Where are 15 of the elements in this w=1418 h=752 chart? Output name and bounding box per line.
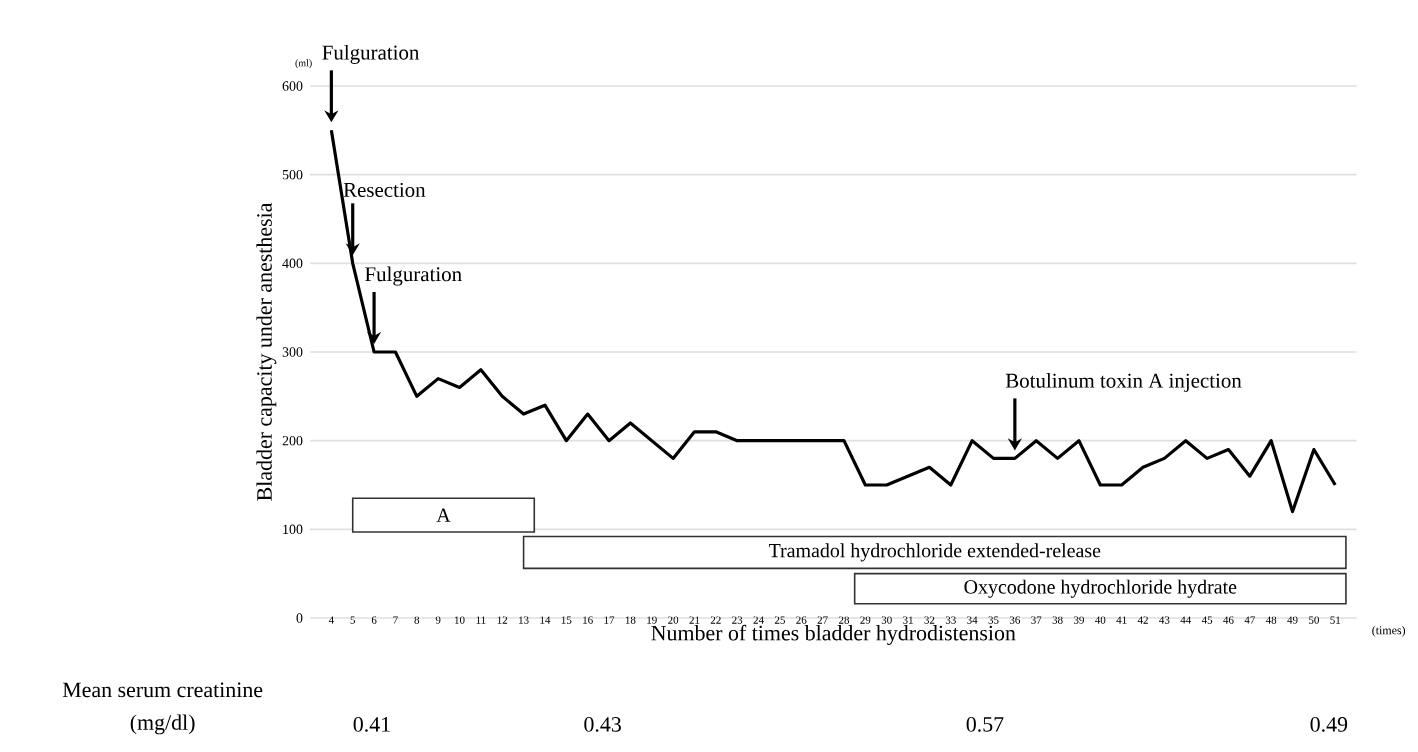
band-label: Tramadol hydrochloride extended-release [768,543,1101,562]
text: 0.49 [1310,716,1348,732]
text: 0.43 [584,716,621,732]
annotation: Fulguration [322,44,420,64]
annotation: Resection [343,182,426,197]
text: Mean serum creatinine [62,682,263,698]
y-axis-title: Bladder capacity under anesthesia [256,202,277,501]
band-label: A [436,508,451,522]
x-axis-title: Number of times bladder hydrodistension [651,624,1016,645]
text: 0.57 [966,716,1004,732]
text: 0.41 [353,716,390,732]
annotation: Fulguration [365,266,462,286]
text: (mg/dl) [130,714,195,735]
annotation: Botulinum toxin A injection [1005,373,1242,392]
band-label: Oxycodone hydrochloride hydrate [964,579,1237,598]
